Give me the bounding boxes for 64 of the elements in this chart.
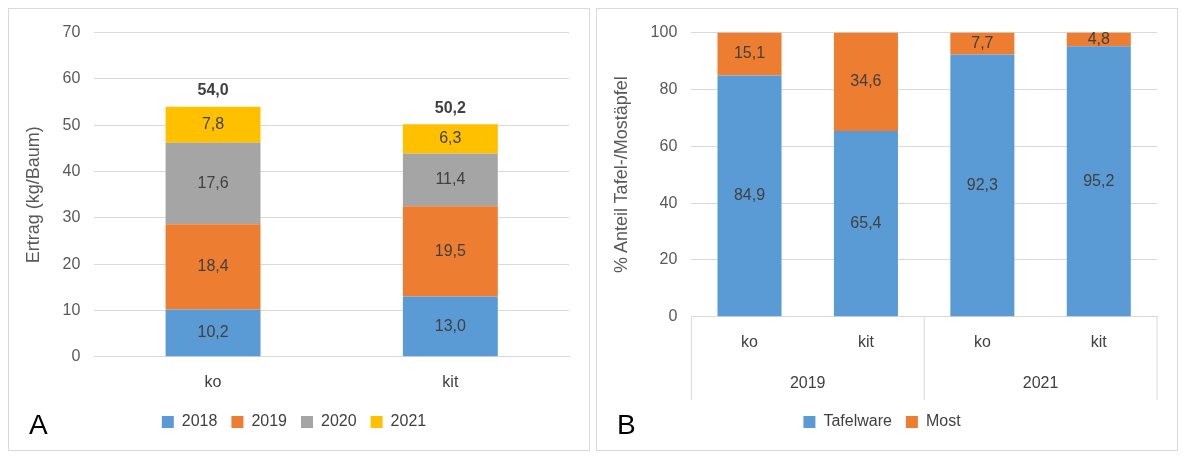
- bar: [402, 124, 498, 154]
- data-label: 10,2: [197, 323, 229, 341]
- y-tick-label: 80: [659, 79, 678, 97]
- legend-label: 2020: [321, 412, 357, 430]
- data-label: 15,1: [733, 44, 766, 62]
- text: 2019: [789, 374, 826, 392]
- y-tick-label: 70: [62, 23, 81, 41]
- y-tick-label: 50: [62, 115, 81, 133]
- y-tick-label: 30: [62, 208, 81, 226]
- data-label: 7,8: [201, 115, 225, 133]
- data-label: 92,3: [966, 175, 999, 193]
- legend-label: 2018: [181, 412, 218, 430]
- bar: [165, 224, 261, 310]
- data-label: 13,0: [434, 316, 467, 334]
- total-label: 50,2: [434, 98, 467, 116]
- y-tick-label: 0: [71, 347, 81, 365]
- bar: [165, 142, 261, 225]
- x-tick-label: ko: [741, 332, 759, 350]
- total-label: 54,0: [197, 81, 229, 99]
- data-label: 84,9: [733, 186, 766, 204]
- data-label: 34,6: [850, 72, 882, 90]
- data-label: 18,4: [197, 257, 229, 275]
- y-tick-label: 0: [668, 307, 678, 325]
- text: 2021: [1022, 374, 1059, 392]
- bar: [402, 153, 498, 207]
- bar: [717, 32, 782, 76]
- y-tick-label: 10: [62, 300, 81, 318]
- y-tick-label: 40: [62, 161, 81, 179]
- bar: [165, 106, 261, 143]
- legend-label: Tafelware: [823, 412, 892, 430]
- bar: [402, 206, 498, 297]
- bar: [1066, 46, 1131, 317]
- data-label: 6,3: [439, 129, 462, 147]
- data-label: 95,2: [1083, 171, 1115, 189]
- x-tick-label: ko: [973, 332, 991, 350]
- bar: [833, 130, 898, 317]
- bar: [833, 32, 898, 131]
- legend-label: Most: [925, 412, 962, 430]
- y-tick-label: 60: [659, 136, 678, 154]
- data-label: 17,6: [197, 173, 229, 191]
- y-tick-label: 20: [62, 254, 81, 272]
- y-tick-label: 40: [659, 193, 678, 211]
- x-tick-label: kit: [442, 372, 459, 390]
- data-label: 65,4: [850, 214, 882, 232]
- text: B: [617, 408, 636, 440]
- x-tick-label: kit: [1090, 332, 1108, 350]
- x-tick-label: ko: [204, 372, 222, 390]
- bar: [950, 54, 1015, 317]
- legend-label: 2019: [251, 412, 288, 430]
- y-tick-label: 100: [650, 23, 678, 41]
- bar: [717, 75, 782, 317]
- text: A: [29, 408, 48, 440]
- bar: [402, 296, 498, 357]
- y-tick-label: 60: [62, 69, 81, 87]
- x-tick-label: kit: [857, 332, 875, 350]
- data-label: 4,8: [1087, 29, 1111, 47]
- data-label: 19,5: [434, 241, 467, 259]
- legend-label: 2021: [390, 412, 427, 430]
- y-axis-title: % Anteil Tafel-/Mostäpfel: [610, 76, 631, 274]
- data-label: 11,4: [435, 170, 466, 188]
- y-axis-title: Ertrag (kg/Baum): [22, 126, 43, 264]
- data-label: 7,7: [971, 33, 994, 51]
- bar: [165, 309, 261, 357]
- y-tick-label: 20: [659, 250, 678, 268]
